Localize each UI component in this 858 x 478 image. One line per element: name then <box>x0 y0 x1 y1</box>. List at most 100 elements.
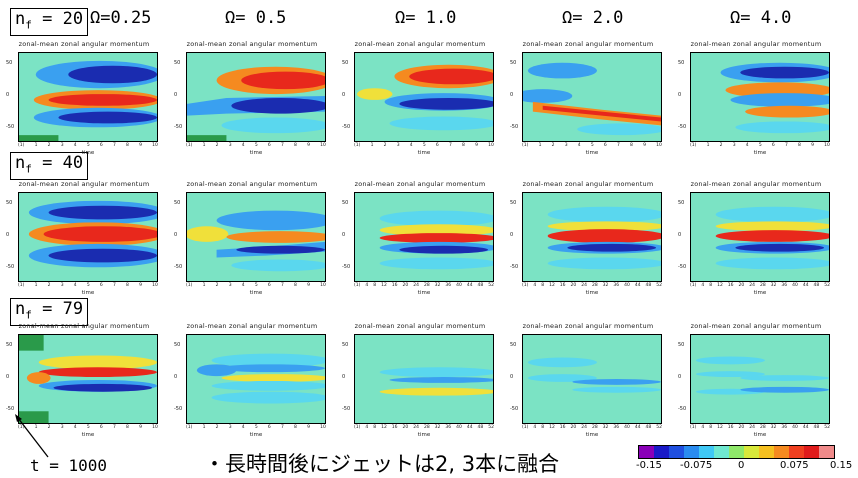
x-tick-label: 44 <box>802 425 809 430</box>
x-tick-label: 4 <box>241 143 245 148</box>
x-tick-label: 9 <box>475 143 478 148</box>
x-tick-label: 8 <box>294 143 297 148</box>
x-tick-label: 52 <box>656 425 662 430</box>
x-tick-label: 10 <box>824 143 830 148</box>
y-tick-label: 50 <box>342 342 349 348</box>
x-tick-label: 4 <box>241 425 245 430</box>
x-axis-label: time <box>81 290 95 296</box>
x-tick-label: 7 <box>448 143 452 148</box>
x-tick-label: 6 <box>771 143 775 148</box>
x-tick-label: 36 <box>445 425 452 430</box>
contour-plot <box>690 52 830 142</box>
x-tick-label: 32 <box>434 283 441 288</box>
x-tick-label: 4 <box>73 283 77 288</box>
x-tick-label: 3 <box>228 425 232 430</box>
x-tick-label: 1 <box>370 143 374 148</box>
x-tick-label: 7 <box>112 143 116 148</box>
x-tick-label: 24 <box>749 425 755 430</box>
x-tick-label: 8 <box>798 143 801 148</box>
panel-title: zonal-mean zonal angular momentum <box>690 180 822 188</box>
x-tick-label: 6 <box>99 143 103 148</box>
x-tick-label: (1) <box>354 283 361 288</box>
colorbar-swatch <box>744 446 759 458</box>
y-tick-label: 50 <box>678 60 685 66</box>
x-tick-label: 40 <box>624 425 630 430</box>
plot-panel-r0-c4: zonal-mean zonal angular momentum 50 0 -50 (… <box>676 40 836 158</box>
x-tick-label: 8 <box>541 425 545 430</box>
x-tick-label: 20 <box>570 425 577 430</box>
x-tick-label: 5 <box>422 143 426 148</box>
x-tick-label: 52 <box>488 283 494 288</box>
x-tick-label: 1 <box>538 143 542 148</box>
x-tick-label: 4 <box>701 425 705 430</box>
x-tick-label: 52 <box>488 425 494 430</box>
x-axis-label: time <box>417 150 431 156</box>
y-tick-label: -50 <box>174 124 183 130</box>
x-tick-label: 36 <box>445 283 452 288</box>
x-tick-label: 1 <box>34 143 38 148</box>
x-tick-label: 2 <box>47 425 51 430</box>
x-tick-label: 5 <box>86 283 90 288</box>
x-tick-label: 20 <box>402 283 409 288</box>
x-tick-label: 4 <box>73 143 77 148</box>
x-tick-label: 40 <box>456 283 462 288</box>
colorbar-swatch <box>699 446 714 458</box>
row-label-base: n <box>15 9 26 29</box>
colorbar-swatch <box>669 446 684 458</box>
x-tick-label: 28 <box>423 283 430 288</box>
x-tick-label: 36 <box>781 283 788 288</box>
x-tick-label: 48 <box>645 425 652 430</box>
y-tick-label: 50 <box>342 60 349 66</box>
panel-title: zonal-mean zonal angular momentum <box>354 322 486 330</box>
x-tick-labels: (1) 4 8 12 16 20 24 28 32 36 40 44 48 52 <box>522 283 662 289</box>
x-tick-label: 1 <box>34 283 38 288</box>
colorbar-ticks: -0.15 -0.075 0 0.075 0.15 <box>628 460 858 472</box>
x-tick-label: 9 <box>139 425 142 430</box>
x-tick-label: 20 <box>738 425 745 430</box>
x-tick-label: (1) <box>354 143 361 148</box>
x-tick-label: (1) <box>690 283 697 288</box>
x-tick-labels: (1) 1 2 3 4 5 6 7 8 9 10 <box>690 143 830 149</box>
x-tick-label: 36 <box>613 283 620 288</box>
panel-title: zonal-mean zonal angular momentum <box>522 180 654 188</box>
x-tick-label: 16 <box>727 425 734 430</box>
y-tick-label: -50 <box>6 264 15 270</box>
x-tick-label: 5 <box>590 143 594 148</box>
x-tick-label: 24 <box>413 425 419 430</box>
contour-plot <box>186 192 326 282</box>
x-tick-label: 48 <box>477 425 484 430</box>
x-axis-label: time <box>249 150 263 156</box>
colorbar-tick-label: -0.15 <box>636 460 662 471</box>
x-tick-label: 20 <box>570 283 577 288</box>
y-tick-label: 0 <box>678 92 682 98</box>
x-tick-label: (1) <box>18 283 25 288</box>
y-tick-label: 0 <box>342 232 346 238</box>
contour-plot <box>18 192 158 282</box>
colorbar <box>638 445 835 459</box>
contour-plot <box>18 334 158 424</box>
x-tick-labels: (1) 1 2 3 4 5 6 7 8 9 10 <box>186 143 326 149</box>
x-tick-label: 8 <box>709 283 713 288</box>
x-tick-label: 10 <box>320 425 326 430</box>
y-tick-label: 0 <box>6 232 10 238</box>
x-tick-label: 4 <box>701 283 705 288</box>
plot-panel-r0-c3: zonal-mean zonal angular momentum 50 0 -50 (… <box>508 40 668 158</box>
x-tick-label: 4 <box>533 283 537 288</box>
x-tick-label: 24 <box>413 283 419 288</box>
x-tick-label: 7 <box>280 283 284 288</box>
x-tick-label: 10 <box>152 425 158 430</box>
x-tick-label: 7 <box>280 143 284 148</box>
x-axis-label: time <box>249 290 263 296</box>
x-tick-label: 10 <box>656 143 662 148</box>
x-tick-label: 40 <box>792 425 798 430</box>
x-tick-label: 8 <box>294 425 297 430</box>
x-axis-label: time <box>585 432 599 438</box>
panel-title: zonal-mean zonal angular momentum <box>186 322 318 330</box>
x-tick-label: 16 <box>727 283 734 288</box>
x-tick-label: 3 <box>732 143 736 148</box>
x-axis-label: time <box>585 150 599 156</box>
x-tick-label: 10 <box>320 283 326 288</box>
x-tick-label: 40 <box>456 425 462 430</box>
x-tick-label: 1 <box>202 425 206 430</box>
x-tick-label: 9 <box>307 425 310 430</box>
